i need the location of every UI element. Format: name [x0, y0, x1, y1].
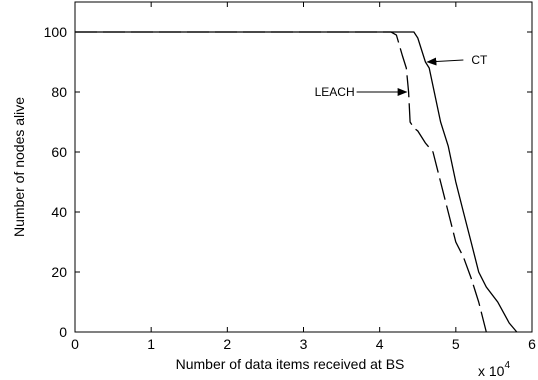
x-multiplier-exponent: 4 [504, 360, 510, 371]
series-line-leach [75, 31, 487, 333]
y-axis-ticks: 0 20 40 60 80 100 [44, 24, 532, 340]
x-tick-label: 2 [223, 336, 231, 352]
y-tick-label: 60 [51, 144, 67, 160]
x-multiplier-base: x 10 [478, 363, 505, 379]
series-layer [75, 31, 518, 333]
x-multiplier-label: x 104 [478, 360, 510, 379]
y-tick-label: 0 [59, 324, 67, 340]
plot-area [74, 1, 533, 333]
leach-annotation-label: LEACH [315, 85, 355, 99]
x-tick-label: 3 [300, 336, 308, 352]
x-tick-label: 6 [528, 336, 536, 352]
x-axis-ticks: 0 1 2 3 4 5 6 [71, 2, 536, 352]
annotations-layer: CT LEACH [315, 53, 488, 99]
x-tick-label: 0 [71, 336, 79, 352]
y-tick-label: 40 [51, 204, 67, 220]
x-tick-label: 4 [376, 336, 384, 352]
x-tick-label: 1 [147, 336, 155, 352]
ct-annotation-label: CT [471, 53, 488, 67]
y-tick-label: 80 [51, 84, 67, 100]
x-axis-label: Number of data items received at BS [176, 356, 405, 372]
y-tick-label: 20 [51, 264, 67, 280]
x-tick-label: 5 [452, 336, 460, 352]
y-tick-label: 100 [44, 24, 68, 40]
ct-annotation-arrow [426, 57, 464, 66]
series-line-ct [75, 31, 518, 333]
y-axis-label: Number of nodes alive [11, 97, 27, 237]
